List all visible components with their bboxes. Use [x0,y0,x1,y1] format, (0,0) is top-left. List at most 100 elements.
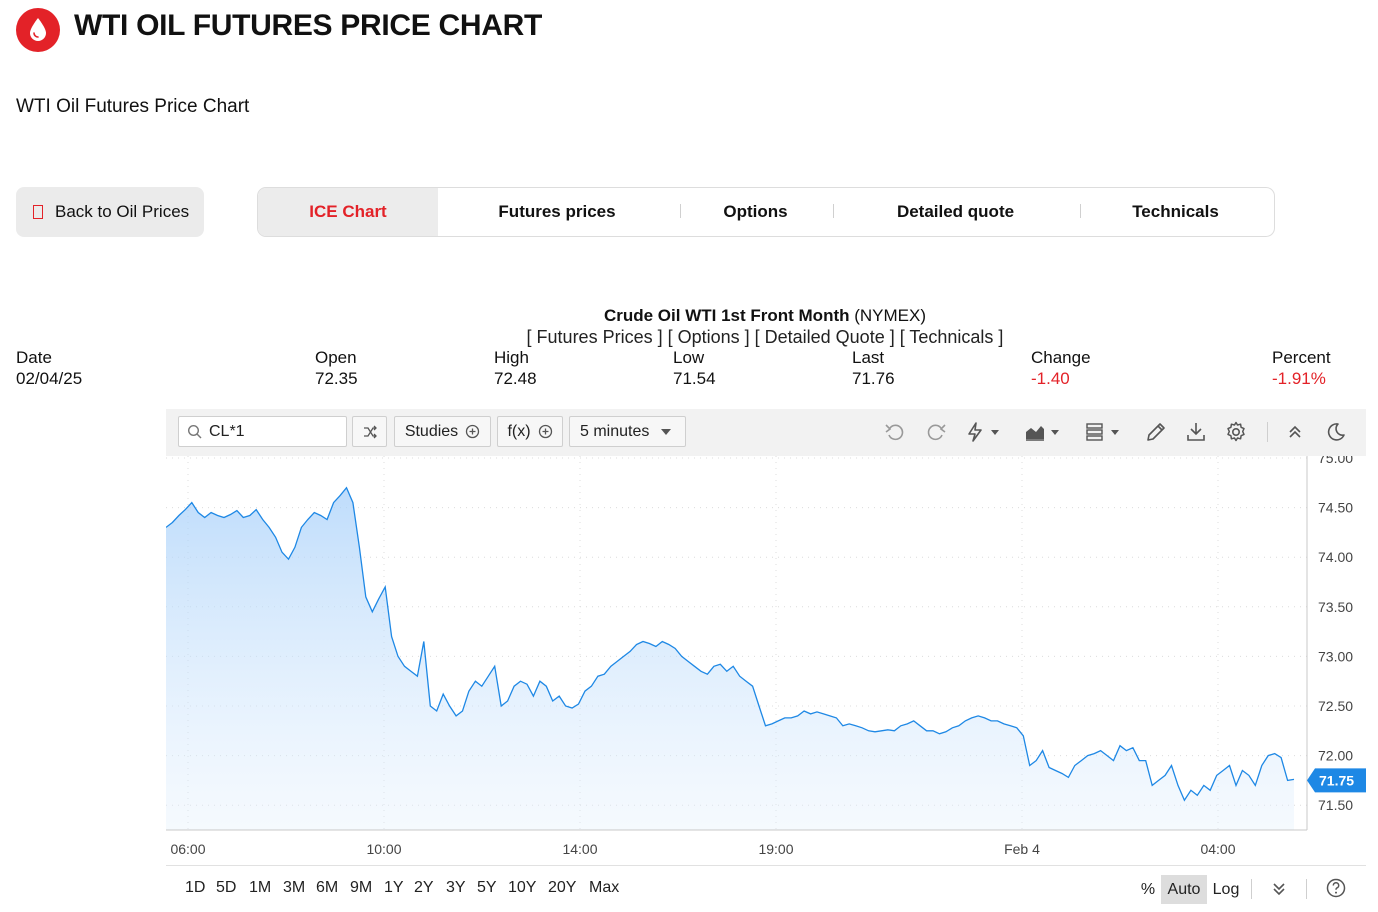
last-price-marker [1307,768,1366,793]
instrument-links[interactable]: [ Futures Prices ] [ Options ] [ Detaile… [526,327,1004,347]
y-tick-label: 72.50 [1318,698,1353,714]
timeframe-3y[interactable]: 3Y [446,879,466,896]
symbol-value: CL*1 [209,422,245,440]
scale-percent[interactable]: % [1140,880,1156,898]
studies-button[interactable]: Studies [394,416,491,447]
x-tick-label: 10:00 [366,841,401,857]
timeframe-5y[interactable]: 5Y [477,879,497,896]
timeframe-2y[interactable]: 2Y [414,879,434,896]
expand-down-icon[interactable] [1268,878,1290,900]
shuffle-icon [363,425,377,438]
y-tick-label: 72.00 [1318,748,1353,764]
scale-auto[interactable]: Auto [1161,875,1207,904]
chart-toolbar: CL*1 Studies f(x) 5 minutes [166,409,1366,456]
quote-percent: Percent -1.91% [1272,348,1331,390]
quote-label: Percent [1272,348,1331,367]
y-tick-label: 75.00 [1318,456,1353,466]
oil-drop-icon [30,18,46,41]
compare-button[interactable] [352,416,387,447]
x-tick-label: 04:00 [1200,841,1235,857]
footer-divider [1306,879,1307,899]
y-axis: 75.00 74.50 74.00 73.50 73.00 72.50 72.00 71.50 [1318,456,1353,813]
layout-icon[interactable] [1084,420,1124,444]
price-chart[interactable]: 06:00 10:00 14:00 19:00 Feb 4 04:00 75.00 74.5… [166,456,1366,865]
quote-value: -1.40 [1031,369,1070,388]
tab-ice-chart[interactable]: ICE Chart [258,188,438,236]
y-tick-label: 74.50 [1318,500,1353,516]
quote-label: Low [673,348,705,367]
instrument-exchange: (NYMEX) [854,306,927,325]
y-tick-label: 71.50 [1318,797,1353,813]
y-tick-label: 74.00 [1318,549,1353,565]
timeframe-10y[interactable]: 10Y [508,879,537,896]
timeframe-bar: 1D 5D 1M 3M 6M 9M 1Y 2Y 3Y 5Y 10Y 20Y Ma… [166,865,1366,912]
quote-label: Open [315,348,357,367]
symbol-input[interactable]: CL*1 [178,416,347,447]
x-tick-label: 14:00 [562,841,597,857]
timeframe-20y[interactable]: 20Y [548,879,577,896]
quote-change: Change -1.40 [1031,348,1091,390]
timeframe-1d[interactable]: 1D [185,879,206,896]
plus-circle-icon [466,424,480,439]
undo-icon[interactable] [883,420,907,444]
quote-label: Date [16,348,52,367]
quote-label: Change [1031,348,1091,367]
quote-low: Low 71.54 [673,348,716,390]
quote-value: 71.54 [673,369,716,388]
studies-label: Studies [404,422,459,440]
x-tick-label: Feb 4 [1004,841,1040,857]
timeframe-3m[interactable]: 3M [283,879,306,896]
price-line [166,486,1295,802]
page-subtitle: WTI Oil Futures Price Chart [16,96,250,117]
chevron-down-icon [661,428,672,435]
arrow-left-icon [33,205,43,219]
scale-log[interactable]: Log [1212,880,1240,898]
quote-label: Last [852,348,885,367]
quote-value: 02/04/25 [16,369,83,388]
quote-value: 71.76 [852,369,895,388]
y-tick-label: 73.50 [1318,599,1353,615]
timeframe-1y[interactable]: 1Y [384,879,404,896]
tab-technicals[interactable]: Technicals [1132,202,1219,221]
tab-divider [833,204,834,218]
chart-tabs: ICE Chart Futures prices Options Detaile… [257,187,1275,237]
help-icon[interactable] [1325,877,1347,899]
tab-futures-prices[interactable]: Futures prices [498,202,616,221]
instrument-name: Crude Oil WTI 1st Front Month [603,306,850,325]
fx-button[interactable]: f(x) [497,416,563,447]
tab-detailed-quote[interactable]: Detailed quote [896,202,1015,221]
lightning-icon[interactable] [964,420,1004,444]
interval-label: 5 minutes [580,422,650,440]
quote-date: Date 02/04/25 [16,348,82,390]
moon-icon[interactable] [1324,420,1348,444]
timeframe-6m[interactable]: 6M [316,879,339,896]
interval-select[interactable]: 5 minutes [569,416,686,447]
timeframe-max[interactable]: Max [589,879,620,896]
price-area [166,487,1294,830]
gear-icon[interactable] [1224,420,1248,444]
plus-circle-icon [538,424,552,439]
x-tick-label: 06:00 [170,841,205,857]
instrument-title: Crude Oil WTI 1st Front Month (NYMEX) [0,306,1378,326]
timeframe-5d[interactable]: 5D [216,879,237,896]
x-tick-label: 19:00 [758,841,793,857]
quote-value: -1.91% [1272,369,1326,388]
tab-divider [680,204,681,218]
redo-icon[interactable] [924,420,948,444]
pencil-icon[interactable] [1144,420,1168,444]
x-axis: 06:00 10:00 14:00 19:00 Feb 4 04:00 [170,841,1235,857]
tab-options[interactable]: Options [723,202,788,221]
collapse-icon[interactable] [1283,420,1307,444]
toolbar-divider [1267,422,1268,442]
search-icon [187,424,202,438]
timeframe-9m[interactable]: 9M [350,879,373,896]
last-price-label: 71.75 [1319,772,1354,788]
fx-label: f(x) [507,422,531,440]
back-to-oil-prices-button[interactable]: Back to Oil Prices [16,187,204,237]
chart-type-icon[interactable] [1024,420,1064,444]
back-button-label: Back to Oil Prices [55,202,190,221]
quote-open: Open 72.35 [315,348,358,390]
download-icon[interactable] [1184,420,1208,444]
brand-logo [16,8,60,52]
timeframe-1m[interactable]: 1M [249,879,272,896]
